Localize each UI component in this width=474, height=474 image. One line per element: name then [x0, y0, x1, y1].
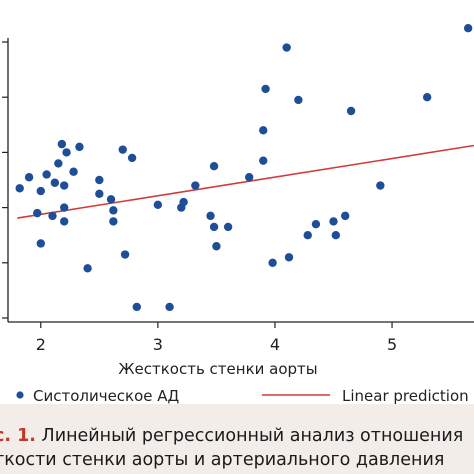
figure-caption: с. 1. Линейный регрессионный анализ отно… [0, 404, 474, 474]
scatter-point [36, 186, 45, 196]
scatter-point [191, 181, 200, 190]
caption-text-2: ткости стенки аорты и артериального давл… [0, 450, 445, 470]
scatter-point [62, 148, 71, 157]
scatter-point [36, 239, 45, 248]
scatter-point [282, 43, 291, 52]
scatter-point [132, 302, 141, 312]
scatter-point [284, 253, 294, 262]
scatter-point [422, 93, 432, 102]
scatter-point [303, 231, 312, 240]
scatter-point [33, 208, 42, 218]
caption-text-1: Линейный регрессионный анализ отношения [41, 426, 464, 446]
scatter-point [83, 264, 92, 273]
scatter-point [376, 181, 385, 190]
scatter-point [209, 162, 219, 171]
legend-label-linear: Linear prediction [342, 387, 469, 404]
scatter-point [54, 159, 63, 168]
x-axis-label: Жесткость стенки аорты [118, 360, 317, 378]
caption-line-2: ткости стенки аорты и артериального давл… [0, 450, 444, 470]
scatter-point [223, 222, 233, 232]
scatter-point [331, 231, 341, 240]
scatter-point [42, 170, 51, 179]
scatter-point [346, 106, 356, 116]
scatter-point [118, 145, 127, 154]
scatter-point [120, 250, 130, 259]
scatter-point [106, 195, 116, 204]
scatter-point [50, 178, 60, 187]
scatter-point [109, 206, 118, 215]
scatter-point [209, 222, 219, 232]
scatter-point [165, 302, 174, 312]
scatter-point [60, 217, 69, 226]
x-tick-label: 5 [387, 335, 397, 354]
x-tick-label: 2 [36, 335, 46, 354]
scatter-point [261, 84, 270, 94]
scatter-chart: 2 3 4 5 Жесткость стенки аорты Систолическо… [2, 24, 474, 404]
scatter-point [244, 173, 254, 182]
scatter-point [212, 242, 221, 251]
scatter-point [95, 175, 104, 185]
legend-marker-systolic [16, 391, 24, 399]
scatter-point [24, 173, 34, 182]
scatter-points [15, 24, 473, 312]
x-tick-label: 4 [270, 335, 280, 354]
scatter-point [60, 203, 69, 212]
scatter-point [463, 24, 473, 33]
scatter-point [179, 197, 188, 207]
scatter-point [206, 211, 215, 221]
scatter-point [268, 258, 277, 267]
scatter-point [294, 95, 303, 105]
scatter-point [259, 156, 268, 165]
scatter-point [341, 211, 350, 221]
scatter-point [75, 142, 84, 152]
scatter-point [15, 184, 24, 193]
scatter-point [69, 167, 78, 176]
scatter-point [127, 153, 137, 163]
x-ticks: 2 3 4 5 [36, 322, 397, 354]
figure-label: с. 1. [0, 426, 36, 446]
scatter-point [60, 181, 69, 190]
y-ticks [2, 41, 8, 319]
legend: Систолическое АД Linear prediction [16, 387, 469, 404]
scatter-point [48, 211, 57, 221]
caption-line-1: с. 1. Линейный регрессионный анализ отно… [0, 426, 463, 446]
scatter-point [57, 139, 67, 149]
scatter-point [329, 217, 338, 226]
x-tick-label: 3 [153, 335, 163, 354]
scatter-point [311, 219, 321, 229]
legend-label-systolic: Систолическое АД [33, 387, 179, 404]
scatter-point [259, 126, 268, 135]
linear-prediction-line [17, 144, 474, 219]
scatter-point [153, 200, 163, 210]
scatter-point [95, 189, 104, 198]
scatter-point [109, 217, 118, 226]
